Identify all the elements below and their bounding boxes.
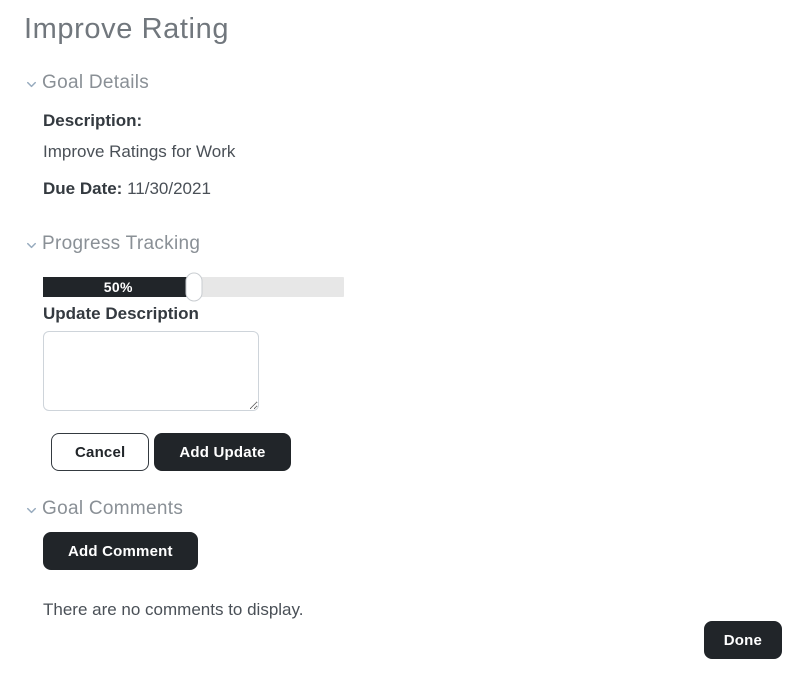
cancel-button[interactable]: Cancel (51, 433, 150, 471)
update-actions: Cancel Add Update (51, 433, 778, 471)
due-date-row: Due Date: 11/30/2021 (43, 179, 778, 199)
due-date-label: Due Date: (43, 179, 123, 198)
section-title-goal-comments: Goal Comments (42, 498, 184, 519)
section-title-progress-tracking: Progress Tracking (42, 233, 201, 254)
description-value: Improve Ratings for Work (43, 142, 236, 161)
chevron-down-icon (24, 238, 39, 253)
add-comment-button[interactable]: Add Comment (43, 532, 198, 570)
add-update-button[interactable]: Add Update (154, 433, 291, 471)
section-header-progress-tracking[interactable]: Progress Tracking (24, 233, 778, 255)
goal-details-body: Description: Improve Ratings for Work Du… (43, 111, 778, 199)
progress-slider-handle[interactable] (185, 272, 202, 302)
goal-comments-body: Add Comment There are no comments to dis… (43, 520, 778, 620)
chevron-down-icon (24, 77, 39, 92)
page-title: Improve Rating (24, 13, 230, 45)
goal-page: Improve Rating Goal Details Description:… (24, 13, 778, 620)
section-header-goal-comments[interactable]: Goal Comments (24, 498, 778, 520)
update-description-label: Update Description (43, 304, 199, 323)
done-button[interactable]: Done (703, 621, 782, 659)
progress-percent-label: 50% (103, 279, 133, 295)
section-header-goal-details[interactable]: Goal Details (24, 72, 778, 94)
progress-slider[interactable]: 50% (43, 272, 344, 302)
progress-tracking-body: 50% Update Description Cancel Add Update (43, 272, 778, 471)
section-title-goal-details: Goal Details (42, 72, 150, 93)
update-description-textarea[interactable] (43, 331, 259, 411)
progress-fill: 50% (43, 277, 194, 297)
no-comments-message: There are no comments to display. (43, 600, 304, 619)
due-date-value: 11/30/2021 (127, 179, 211, 198)
chevron-down-icon (24, 503, 39, 518)
description-label: Description: (43, 111, 143, 130)
